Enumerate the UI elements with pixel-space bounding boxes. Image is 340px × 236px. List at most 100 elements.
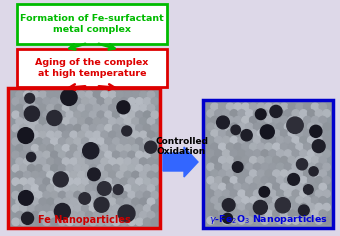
Circle shape [143, 165, 151, 172]
Circle shape [85, 144, 93, 152]
Circle shape [280, 210, 288, 217]
Circle shape [273, 197, 280, 204]
Circle shape [58, 111, 66, 118]
Circle shape [97, 165, 104, 172]
Circle shape [242, 116, 249, 124]
Circle shape [250, 210, 257, 217]
Circle shape [211, 197, 218, 204]
Circle shape [39, 131, 47, 139]
Circle shape [118, 205, 135, 222]
Circle shape [54, 185, 62, 192]
Circle shape [211, 156, 218, 164]
Circle shape [23, 118, 31, 125]
Circle shape [215, 177, 222, 184]
Circle shape [276, 217, 284, 224]
Circle shape [234, 143, 241, 151]
Circle shape [280, 103, 288, 110]
Circle shape [246, 203, 253, 211]
Circle shape [51, 124, 58, 132]
Circle shape [284, 110, 292, 117]
Circle shape [257, 183, 265, 191]
Circle shape [257, 116, 265, 124]
Circle shape [261, 177, 269, 184]
Circle shape [89, 124, 97, 132]
Circle shape [261, 217, 269, 224]
Circle shape [323, 163, 330, 171]
Circle shape [132, 198, 139, 206]
Circle shape [207, 163, 215, 171]
Circle shape [31, 144, 39, 152]
Circle shape [257, 103, 265, 110]
Circle shape [222, 163, 230, 171]
Circle shape [273, 156, 280, 164]
Circle shape [288, 156, 295, 164]
Circle shape [250, 197, 257, 204]
Circle shape [296, 116, 303, 124]
Text: $\gamma$-Fe$_2$O$_3$ Nanoparticles: $\gamma$-Fe$_2$O$_3$ Nanoparticles [208, 214, 327, 227]
Circle shape [132, 158, 139, 165]
Circle shape [82, 205, 89, 212]
Circle shape [35, 218, 42, 226]
Circle shape [74, 124, 81, 132]
Circle shape [122, 126, 132, 136]
Circle shape [28, 191, 35, 199]
Circle shape [54, 91, 62, 98]
Circle shape [304, 130, 311, 137]
Circle shape [120, 98, 128, 105]
Circle shape [284, 203, 292, 211]
Circle shape [93, 158, 101, 165]
Circle shape [276, 136, 284, 144]
Circle shape [300, 163, 307, 171]
Circle shape [211, 170, 218, 177]
Circle shape [70, 118, 78, 125]
Circle shape [53, 172, 68, 187]
Bar [203, 100, 333, 228]
Circle shape [222, 136, 230, 144]
Circle shape [207, 203, 215, 211]
Circle shape [257, 130, 265, 137]
Circle shape [124, 118, 132, 125]
Circle shape [315, 177, 323, 184]
Circle shape [238, 150, 245, 157]
Text: Fe Nanoparticles: Fe Nanoparticles [38, 215, 130, 225]
Circle shape [315, 217, 323, 224]
Circle shape [265, 103, 272, 110]
Circle shape [296, 130, 303, 137]
Circle shape [97, 111, 104, 118]
Circle shape [238, 203, 245, 211]
Circle shape [132, 211, 139, 219]
Circle shape [58, 178, 66, 185]
Circle shape [323, 123, 330, 131]
Circle shape [265, 210, 272, 217]
Circle shape [47, 185, 54, 192]
Circle shape [261, 190, 269, 197]
Circle shape [136, 165, 143, 172]
Circle shape [238, 190, 245, 197]
Circle shape [31, 185, 39, 192]
Circle shape [304, 197, 311, 204]
Circle shape [58, 205, 66, 212]
Circle shape [124, 104, 132, 112]
Circle shape [315, 163, 323, 171]
Circle shape [136, 178, 143, 185]
Circle shape [276, 123, 284, 131]
Circle shape [238, 163, 245, 171]
Circle shape [31, 198, 39, 206]
Circle shape [143, 98, 151, 105]
Text: Oxidation: Oxidation [157, 148, 206, 156]
Circle shape [105, 98, 112, 105]
Circle shape [124, 211, 132, 219]
Circle shape [230, 150, 238, 157]
Circle shape [255, 109, 266, 120]
Circle shape [89, 165, 97, 172]
Circle shape [241, 130, 252, 141]
Circle shape [280, 156, 288, 164]
Circle shape [97, 191, 104, 199]
Circle shape [319, 156, 326, 164]
Circle shape [21, 212, 34, 224]
Circle shape [62, 104, 70, 112]
Circle shape [261, 163, 269, 171]
Circle shape [82, 178, 89, 185]
Bar [8, 88, 160, 228]
Circle shape [312, 140, 325, 152]
